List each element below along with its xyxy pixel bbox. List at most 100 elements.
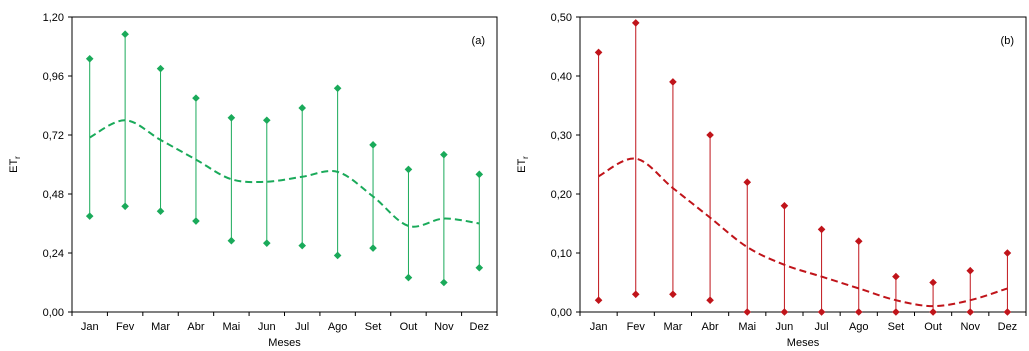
max-marker — [929, 278, 937, 287]
x-tick-label: Jan — [590, 321, 608, 333]
x-tick-label: Jul — [295, 321, 309, 333]
min-marker — [743, 308, 752, 316]
y-axis-label: ETr — [8, 156, 22, 173]
y-tick-label: 0,24 — [43, 248, 64, 260]
min-marker — [404, 273, 413, 282]
min-marker — [369, 244, 377, 252]
min-marker — [333, 251, 342, 260]
max-marker — [892, 272, 900, 281]
max-marker — [743, 178, 752, 186]
min-marker — [262, 239, 271, 247]
mean-curve — [598, 157, 1008, 308]
x-tick-label: Dez — [470, 321, 490, 333]
x-tick-label: Jan — [81, 321, 99, 333]
y-tick-label: 0,20 — [551, 189, 572, 201]
x-tick-label: Set — [888, 321, 905, 333]
max-marker — [404, 165, 413, 174]
x-tick-label: Jul — [815, 321, 829, 333]
x-tick-label: Abr — [187, 321, 204, 333]
x-tick-label: Fev — [116, 321, 135, 333]
min-marker — [817, 308, 826, 316]
max-marker — [333, 84, 342, 93]
max-marker — [85, 54, 94, 63]
min-marker — [475, 263, 484, 272]
x-tick-label: Dez — [998, 321, 1018, 333]
y-axis-label: ETr — [516, 156, 530, 173]
y-tick-label: 0,96 — [43, 71, 64, 83]
x-tick-label: Nov — [434, 321, 454, 333]
max-marker — [298, 104, 307, 112]
min-marker — [192, 217, 200, 225]
x-tick-label: Mar — [663, 321, 682, 333]
y-tick-label: 0,48 — [43, 189, 64, 201]
plot-frame — [71, 16, 498, 313]
y-axis-label-subscript: r — [13, 156, 22, 159]
x-tick-label: Abr — [702, 321, 719, 333]
max-marker — [780, 202, 789, 210]
max-marker — [475, 170, 484, 179]
min-marker — [892, 308, 900, 316]
min-marker — [440, 278, 448, 287]
y-tick-label: 0,00 — [551, 307, 572, 319]
max-marker — [669, 78, 677, 86]
max-marker — [192, 94, 200, 102]
min-marker — [706, 296, 714, 304]
chart-panel-1: 0,00 0,24 0,48 0,72 0,96 1,20 Jan Fev Mar Abr Mai J… — [8, 12, 498, 349]
min-marker — [854, 308, 863, 316]
x-tick-label: Mar — [151, 321, 170, 333]
min-marker — [85, 212, 94, 220]
min-marker — [780, 308, 789, 316]
max-marker — [121, 30, 129, 39]
x-tick-label: Fev — [627, 321, 646, 333]
x-tick-label: Jun — [776, 321, 794, 333]
x-axis-label: Meses — [787, 337, 820, 349]
max-marker — [706, 131, 714, 139]
min-marker — [631, 290, 640, 299]
x-tick-label: Ago — [849, 321, 869, 333]
min-marker — [929, 308, 937, 316]
min-marker — [594, 296, 603, 304]
x-tick-label: Out — [924, 321, 942, 333]
y-tick-label: 0,50 — [551, 12, 572, 24]
x-axis-label: Meses — [268, 337, 301, 349]
plot-frame — [579, 16, 1027, 313]
x-tick-label: Set — [365, 321, 382, 333]
max-marker — [966, 266, 975, 275]
max-marker — [631, 19, 640, 27]
y-tick-label: 1,20 — [43, 12, 64, 24]
x-tick-label: Out — [400, 321, 418, 333]
panel-label: (a) — [472, 35, 485, 47]
max-marker — [1003, 249, 1012, 257]
y-axis-label-subscript: r — [521, 156, 530, 159]
max-marker — [817, 225, 826, 234]
max-marker — [262, 116, 271, 125]
x-tick-label: Jun — [258, 321, 276, 333]
min-marker — [298, 241, 307, 250]
min-marker — [669, 290, 677, 299]
x-tick-label: Mai — [223, 321, 241, 333]
min-marker — [966, 308, 975, 316]
y-tick-label: 0,10 — [551, 248, 572, 260]
chart-panel-2: 0,00 0,10 0,20 0,30 0,40 0,50 Jan Fev Mar Abr Mai J… — [516, 12, 1027, 349]
y-tick-label: 0,30 — [551, 130, 572, 142]
x-tick-label: Mai — [738, 321, 756, 333]
max-marker — [440, 150, 448, 159]
min-marker — [1003, 308, 1012, 316]
max-marker — [594, 48, 603, 57]
min-marker — [227, 236, 236, 245]
y-tick-label: 0,40 — [551, 71, 572, 83]
min-marker — [156, 207, 165, 216]
x-tick-label: Ago — [328, 321, 348, 333]
max-marker — [369, 141, 377, 149]
max-marker — [227, 113, 236, 122]
x-tick-label: Nov — [960, 321, 980, 333]
max-marker — [156, 64, 165, 73]
mean-curve — [89, 119, 480, 228]
min-marker — [121, 202, 129, 211]
panel-label: (b) — [1001, 35, 1014, 47]
max-marker — [854, 237, 863, 245]
y-tick-label: 0,72 — [43, 130, 64, 142]
y-tick-label: 0,00 — [43, 307, 64, 319]
